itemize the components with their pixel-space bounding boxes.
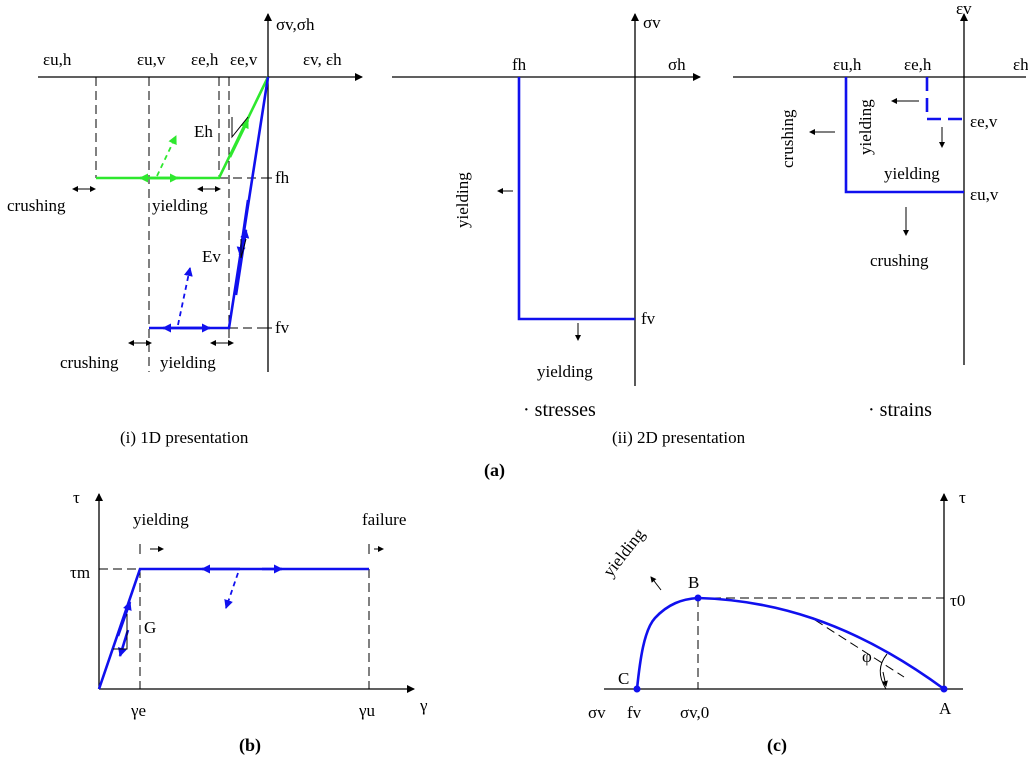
p1-fh-label: fh — [275, 168, 290, 187]
p2-yielding-left: yielding — [453, 172, 472, 228]
p1-blue-dashed-arrow — [177, 267, 193, 326]
p1-axis-top-label: σv,σh — [276, 15, 315, 34]
panel-c-label: (c) — [767, 735, 787, 756]
panel-c: τ B C A φ τ0 σv fv σv,0 yielding (c) — [588, 488, 966, 756]
pb-shear-law — [97, 567, 369, 690]
pc-B-label: B — [688, 573, 699, 592]
pb-axis-y-label: τ — [73, 488, 80, 507]
p2-axis-top-label: σv — [643, 13, 661, 32]
p1-eps-uh-label: εu,h — [43, 50, 72, 69]
p3-yielding-bottom: yielding — [884, 164, 940, 183]
p1-ev-slope-triangle — [240, 238, 247, 259]
pc-sigma-v0-label: σv,0 — [680, 703, 709, 722]
pc-yielding-label: yielding — [599, 524, 649, 580]
panel-a-strains: εv εh εu,h εe,h εe,v εu,v yielding crush… — [733, 0, 1028, 421]
p1-caption: (i) 1D presentation — [120, 428, 249, 447]
p1-yielding-1: yielding — [152, 196, 208, 215]
pb-gamma-e-label: γe — [130, 701, 146, 720]
p1-eh-slope-triangle — [231, 116, 249, 139]
p3-yielding-left: yielding — [856, 99, 875, 155]
p2-yield-surface — [517, 77, 635, 321]
p1-green-law — [96, 76, 270, 180]
p3-elastic-surface — [925, 77, 964, 121]
panel-a-stresses: σv σh fh fv yielding yielding · stresses — [392, 13, 701, 421]
p1-eps-uv-label: εu,v — [137, 50, 166, 69]
p2-axis-right-label: σh — [668, 55, 686, 74]
pb-yielding-label: yielding — [133, 510, 189, 529]
p3-ultimate-surface — [844, 77, 964, 194]
pb-tau-m-label: τm — [70, 563, 90, 582]
p1-eps-ev-label: εe,v — [230, 50, 258, 69]
pc-A-label: A — [939, 699, 952, 718]
pc-fv-label: fv — [627, 703, 642, 722]
p1-green-dashed-arrow — [156, 135, 177, 177]
panel-b: τ γ τm G γe γu yielding failure (b) — [70, 488, 428, 756]
pc-point-B — [694, 594, 702, 602]
p3-eps-eh-label: εe,h — [904, 55, 932, 74]
pb-failure-label: failure — [362, 510, 406, 529]
pb-axis-x-label: γ — [419, 696, 428, 715]
pc-point-A — [940, 685, 948, 693]
p2-fv-label: fv — [641, 309, 656, 328]
p1-green-arrow-unload — [228, 119, 250, 158]
pc-phi-label: φ — [862, 647, 872, 666]
p3-axis-right-label: εh — [1013, 55, 1028, 74]
panel-b-label: (b) — [239, 735, 261, 756]
p3-crushing-bottom: crushing — [870, 251, 929, 270]
pb-slope-triangle — [113, 614, 128, 650]
p1-Eh-label: Eh — [194, 122, 213, 141]
p2-yielding-bottom: yielding — [537, 362, 593, 381]
p1-fv-label: fv — [275, 318, 290, 337]
p3-eps-uh-label: εu,h — [833, 55, 862, 74]
p3-axis-top-label: εv — [956, 0, 972, 18]
pb-G-label: G — [144, 618, 156, 637]
p3-eps-ev-label: εe,v — [970, 112, 998, 131]
pb-dashed-arrow — [224, 572, 239, 609]
p3-eps-uv-label: εu,v — [970, 185, 999, 204]
pc-sigma-v-label: σv — [588, 703, 606, 722]
pc-point-C — [633, 685, 641, 693]
panel-a-label: (a) — [484, 460, 505, 481]
pc-tau0-label: τ0 — [950, 591, 965, 610]
pc-C-label: C — [618, 669, 629, 688]
pc-phi-arrow — [882, 671, 888, 687]
pc-failure-envelope — [635, 596, 945, 691]
pc-tangent — [814, 619, 905, 678]
pc-yield-arrow — [650, 576, 662, 591]
p2-fh-label: fh — [512, 55, 527, 74]
pc-axis-y-label: τ — [959, 488, 966, 507]
p1-axis-right-label: εv, εh — [303, 50, 342, 69]
p3-crushing-left: crushing — [778, 109, 797, 168]
panel-a-2d-caption: (ii) 2D presentation — [612, 428, 746, 447]
p2-caption: · stresses — [523, 399, 596, 421]
pb-arrow-load — [116, 601, 132, 637]
p1-yielding-2: yielding — [160, 353, 216, 372]
p3-caption: · strains — [868, 399, 932, 421]
panel-a-1d: σv,σh εv, εh εu,h εu,v εe,h εe,v fh fv E… — [7, 13, 363, 447]
p1-crushing-2: crushing — [60, 353, 119, 372]
pb-gamma-u-label: γu — [358, 701, 376, 720]
p1-Ev-label: Ev — [202, 247, 221, 266]
p1-crushing-1: crushing — [7, 196, 66, 215]
p1-eps-eh-label: εe,h — [191, 50, 219, 69]
p1-blue-arrow-unload — [234, 229, 250, 296]
